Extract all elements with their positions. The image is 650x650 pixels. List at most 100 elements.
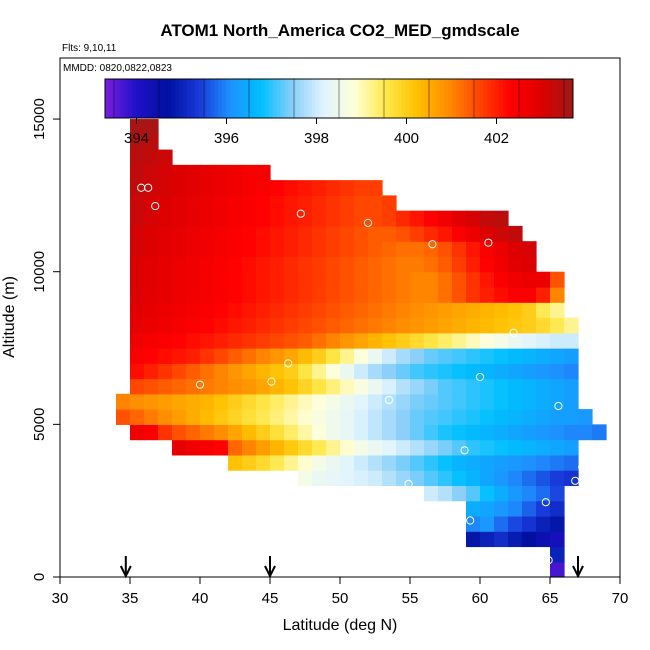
heatmap-cell xyxy=(256,241,271,258)
heatmap-cell xyxy=(550,500,565,517)
heatmap-cell xyxy=(214,164,229,181)
heatmap-cell xyxy=(536,302,551,319)
colorbar-segment xyxy=(253,79,258,118)
heatmap-cell xyxy=(144,348,159,364)
colorbar-segment xyxy=(233,79,239,118)
heatmap-cell xyxy=(396,271,411,288)
observation-point xyxy=(151,201,160,211)
heatmap-cell xyxy=(242,454,257,471)
heatmap-cell xyxy=(494,256,509,273)
heatmap-cell xyxy=(312,378,327,395)
heatmap-cell xyxy=(284,210,299,227)
colorbar-segment xyxy=(225,79,231,118)
colorbar-segment xyxy=(522,79,527,118)
heatmap-cell xyxy=(466,439,481,456)
heatmap-cell xyxy=(396,317,411,334)
heatmap-cell xyxy=(564,439,579,456)
heatmap-cell xyxy=(424,302,439,319)
colorbar-segment xyxy=(167,79,172,118)
colorbar-segment xyxy=(190,79,196,118)
heatmap-cell xyxy=(466,470,481,487)
colorbar-segment xyxy=(467,79,473,118)
heatmap-cell xyxy=(242,363,257,380)
heatmap-cell xyxy=(340,393,355,410)
heatmap-cell xyxy=(480,515,495,532)
chart-title: ATOM1 North_America CO2_MED_gmdscale xyxy=(160,21,519,40)
heatmap-cell xyxy=(438,302,453,319)
colorbar-segment xyxy=(241,79,246,118)
heatmap-cell xyxy=(186,241,201,258)
heatmap-cell xyxy=(228,363,243,380)
heatmap-cell xyxy=(200,439,215,456)
heatmap-cell xyxy=(256,164,271,181)
heatmap-cell xyxy=(130,302,145,319)
heatmap-cell xyxy=(368,195,383,212)
heatmap-cell xyxy=(256,195,271,212)
heatmap-cell xyxy=(228,424,243,441)
heatmap-cell xyxy=(312,393,327,410)
heatmap-cell xyxy=(368,225,383,242)
heatmap-cell xyxy=(242,378,257,395)
heatmap-cell xyxy=(536,500,551,517)
heatmap-cell xyxy=(396,439,411,456)
heatmap-cell xyxy=(186,225,201,242)
heatmap-cell xyxy=(396,302,411,319)
heatmap-cell xyxy=(256,424,271,441)
heatmap-cell xyxy=(396,286,411,303)
heatmap-cell xyxy=(550,424,565,441)
colorbar-segment xyxy=(424,79,430,118)
heatmap-cell xyxy=(186,256,201,273)
heatmap-cell xyxy=(270,225,285,242)
colorbar-segment xyxy=(510,79,515,118)
colorbar-segment xyxy=(261,79,266,118)
colorbar-segment xyxy=(327,79,332,118)
heatmap-cell xyxy=(130,241,145,258)
heatmap-cell xyxy=(466,256,481,273)
heatmap-cell xyxy=(522,439,537,456)
heatmap-cell xyxy=(354,210,369,227)
heatmap-cell xyxy=(312,424,327,441)
colorbar-tick-label: 394 xyxy=(124,130,149,147)
heatmap-cell xyxy=(410,286,425,303)
heatmap-cell xyxy=(144,409,159,425)
heatmap-cell xyxy=(214,332,229,349)
heatmap-cell xyxy=(354,195,369,212)
heatmap-cell xyxy=(452,348,467,364)
heatmap-cell xyxy=(172,302,187,319)
heatmap-cell xyxy=(410,302,425,319)
heatmap-cell xyxy=(522,241,537,258)
heatmap-cell xyxy=(298,470,313,487)
heatmap-cells xyxy=(116,119,607,578)
heatmap-cell xyxy=(494,500,509,517)
colorbar-segment xyxy=(346,79,352,118)
heatmap-cell xyxy=(564,393,579,410)
heatmap-cell xyxy=(494,439,509,456)
heatmap-cell xyxy=(564,348,579,364)
heatmap-cell xyxy=(396,409,411,425)
colorbar-segment xyxy=(171,79,176,118)
heatmap-cell xyxy=(298,256,313,273)
heatmap-cell xyxy=(564,317,579,334)
heatmap-cell xyxy=(228,180,243,196)
heatmap-cell xyxy=(466,271,481,288)
heatmap-cell xyxy=(536,515,551,532)
heatmap-cell xyxy=(480,485,495,502)
heatmap-cell xyxy=(228,317,243,334)
heatmap-cell xyxy=(522,378,537,395)
heatmap-cell xyxy=(382,424,397,441)
heatmap-cell xyxy=(228,439,243,456)
heatmap-cell xyxy=(186,424,201,441)
heatmap-cell xyxy=(508,256,523,273)
heatmap-cell xyxy=(424,378,439,395)
colorbar-segment xyxy=(413,79,418,118)
heatmap-cell xyxy=(256,210,271,227)
heatmap-cell xyxy=(452,378,467,395)
heatmap-cell xyxy=(242,271,257,288)
heatmap-cell xyxy=(270,180,285,196)
heatmap-cell xyxy=(410,424,425,441)
heatmap-cell xyxy=(550,439,565,456)
heatmap-cell xyxy=(508,332,523,349)
heatmap-cell xyxy=(130,134,145,151)
heatmap-cell xyxy=(522,409,537,425)
observation-point xyxy=(484,238,493,247)
